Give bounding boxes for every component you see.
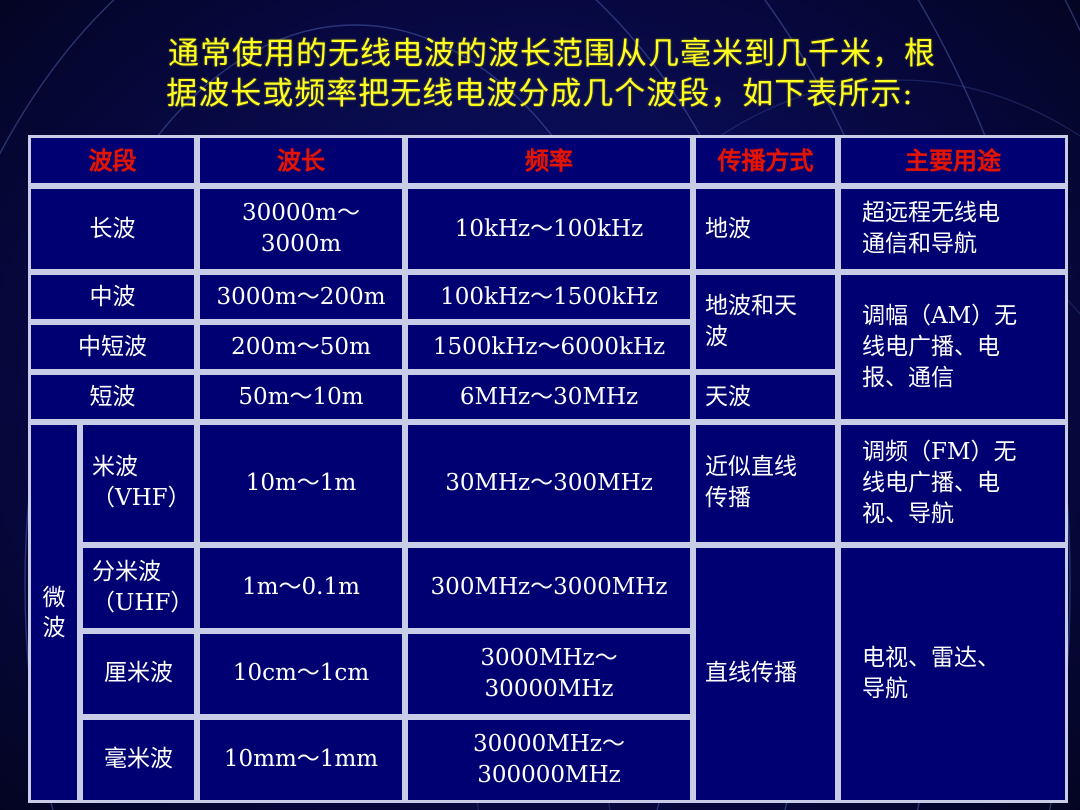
propagation-line-2: 波	[705, 324, 728, 351]
usage-line-2: 导航	[862, 675, 908, 702]
cell-wavelength-uhf: 1m～0.1m	[197, 544, 405, 631]
usage-line-3: 视、导航	[862, 500, 954, 527]
band-line-2: （UHF）	[92, 589, 194, 616]
cell-wavelength-changbo: 30000m～ 3000m	[197, 186, 405, 273]
microwave-char-2: 波	[42, 614, 66, 641]
radio-band-table-container: 波段 波长 频率 传播方式 主要用途 长波 30000m～ 3000m 10kH…	[28, 135, 1068, 803]
frequency-line-1: 30000MHz～	[473, 730, 625, 757]
table-row: 长波 30000m～ 3000m 10kHz～100kHz 地波 超远程无线电 …	[28, 186, 1068, 273]
table-header-row: 波段 波长 频率 传播方式 主要用途	[28, 135, 1068, 186]
column-header-usage: 主要用途	[838, 135, 1068, 186]
cell-band-centimeter: 厘米波	[80, 630, 197, 717]
table-row: 毫米波 10mm～1mm 30000MHz～ 300000MHz	[28, 716, 1068, 803]
band-line-1: 米波	[92, 454, 138, 481]
cell-propagation-quasi-line-of-sight: 近似直线 传播	[693, 422, 838, 545]
cell-usage-fm: 调频（FM）无 线电广播、电 视、导航	[838, 422, 1068, 545]
radio-band-table: 波段 波长 频率 传播方式 主要用途 长波 30000m～ 3000m 10kH…	[28, 135, 1068, 803]
cell-frequency-uhf: 300MHz～3000MHz	[405, 544, 693, 631]
cell-frequency-vhf: 30MHz～300MHz	[405, 422, 693, 545]
cell-usage-changbo: 超远程无线电 通信和导航	[838, 186, 1068, 273]
usage-line-1: 超远程无线电	[862, 200, 1000, 227]
cell-wavelength-duanbo: 50m～10m	[197, 372, 405, 423]
cell-band-zhongbo: 中波	[28, 272, 197, 323]
table-row: 微 波 米波 （VHF） 10m～1m 30MHz～300MHz 近似直线 传播…	[28, 422, 1068, 803]
cell-frequency-millimeter: 30000MHz～ 300000MHz	[405, 716, 693, 803]
usage-line-1: 调幅（AM）无	[862, 302, 1018, 329]
cell-frequency-centimeter: 3000MHz～ 30000MHz	[405, 630, 693, 717]
table-body: 长波 30000m～ 3000m 10kHz～100kHz 地波 超远程无线电 …	[28, 186, 1068, 803]
propagation-line-1: 近似直线	[705, 454, 797, 481]
cell-wavelength-centimeter: 10cm～1cm	[197, 630, 405, 717]
title-line-2: 据波长或频率把无线电波分成几个波段，如下表所示:	[166, 76, 914, 112]
cell-band-group-microwave: 微 波	[28, 422, 80, 803]
cell-band-millimeter: 毫米波	[80, 716, 197, 803]
cell-propagation-line-of-sight: 直线传播	[693, 544, 838, 803]
frequency-line-1: 3000MHz～	[480, 644, 618, 671]
cell-wavelength-zhongbo: 3000m～200m	[197, 272, 405, 323]
table-row: 中短波 200m～50m 1500kHz～6000kHz	[28, 322, 1068, 373]
column-header-frequency: 频率	[405, 135, 693, 186]
cell-usage-am: 调幅（AM）无 线电广播、电 报、通信	[838, 272, 1068, 423]
usage-line-2: 线电广播、电	[862, 469, 1000, 496]
cell-band-uhf: 分米波 （UHF）	[80, 544, 197, 631]
cell-frequency-duanbo: 6MHz～30MHz	[405, 372, 693, 423]
column-header-propagation: 传播方式	[693, 135, 838, 186]
usage-line-2: 线电广播、电	[862, 333, 1000, 360]
usage-line-3: 报、通信	[862, 364, 954, 391]
table-header: 波段 波长 频率 传播方式 主要用途	[28, 135, 1068, 186]
usage-line-1: 调频（FM）无	[862, 438, 1017, 465]
table-row: 中波 3000m～200m 100kHz～1500kHz 地波和天 波 调幅（A…	[28, 272, 1068, 423]
propagation-line-1: 地波和天	[705, 293, 797, 320]
table-row: 厘米波 10cm～1cm 3000MHz～ 30000MHz	[28, 630, 1068, 717]
table-row: 分米波 （UHF） 1m～0.1m 300MHz～3000MHz 直线传播 电视…	[28, 544, 1068, 803]
microwave-char-1: 微	[42, 584, 66, 611]
cell-band-vhf: 米波 （VHF）	[80, 422, 197, 545]
cell-band-zhongduanbo: 中短波	[28, 322, 197, 373]
cell-wavelength-vhf: 10m～1m	[197, 422, 405, 545]
cell-wavelength-zhongduanbo: 200m～50m	[197, 322, 405, 373]
cell-frequency-zhongduanbo: 1500kHz～6000kHz	[405, 322, 693, 373]
cell-frequency-changbo: 10kHz～100kHz	[405, 186, 693, 273]
frequency-line-2: 300000MHz	[477, 761, 621, 788]
table-row: 短波 50m～10m 6MHz～30MHz 天波	[28, 372, 1068, 423]
column-header-wavelength: 波长	[197, 135, 405, 186]
propagation-line-2: 传播	[705, 485, 751, 512]
cell-propagation-changbo: 地波	[693, 186, 838, 273]
band-line-2: （VHF）	[92, 485, 191, 512]
cell-propagation-skywave: 天波	[693, 372, 838, 423]
cell-band-changbo: 长波	[28, 186, 197, 273]
band-line-1: 分米波	[92, 558, 161, 585]
column-header-band: 波段	[28, 135, 197, 186]
cell-propagation-groundwave-skywave: 地波和天 波	[693, 272, 838, 373]
usage-line-1: 电视、雷达、	[862, 644, 1000, 671]
title-line-1: 通常使用的无线电波的波长范围从几毫米到几千米，根	[168, 36, 936, 72]
usage-line-2: 通信和导航	[862, 231, 977, 258]
cell-frequency-zhongbo: 100kHz～1500kHz	[405, 272, 693, 323]
wavelength-line-2: 3000m	[260, 231, 342, 258]
cell-wavelength-millimeter: 10mm～1mm	[197, 716, 405, 803]
slide-title: 通常使用的无线电波的波长范围从几毫米到几千米，根 据波长或频率把无线电波分成几个…	[0, 34, 1080, 114]
frequency-line-2: 30000MHz	[484, 675, 614, 702]
cell-usage-tv-radar: 电视、雷达、 导航	[838, 544, 1068, 803]
cell-band-duanbo: 短波	[28, 372, 197, 423]
wavelength-line-1: 30000m～	[242, 200, 360, 227]
